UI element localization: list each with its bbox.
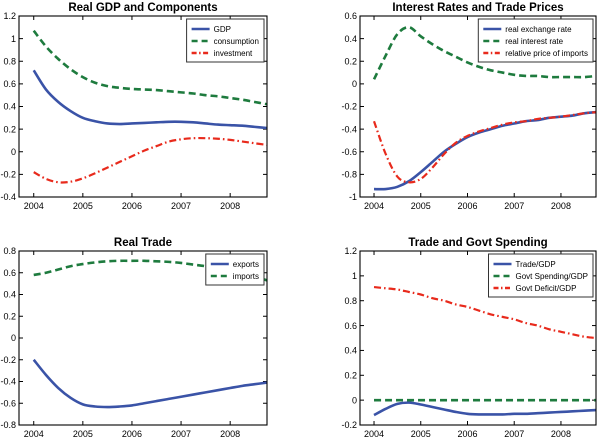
legend-label-real-exchange-rate: real exchange rate <box>505 25 572 34</box>
y-tick-label: 0.4 <box>3 290 16 300</box>
y-tick-label: 0.4 <box>344 346 357 356</box>
chart-real-trade: Real Trade 2004 2005 2006 2007 2008 -0.8 -0.6 -0… <box>0 237 268 439</box>
series-line-relative-price-of-imports <box>372 111 597 184</box>
legend: GDP consumption investment <box>186 18 265 63</box>
plot-box <box>18 250 268 426</box>
y-tick-label: 0.8 <box>344 296 357 306</box>
y-tick-label: 0.8 <box>3 56 16 66</box>
y-tick-label: -0.8 <box>341 170 357 180</box>
x-tick-label: 2005 <box>73 201 93 211</box>
x-tick-label: 2007 <box>504 201 524 211</box>
legend-label-investment: investment <box>214 49 253 58</box>
y-tick-label: 0.4 <box>344 34 357 44</box>
plot-box <box>18 15 268 198</box>
chart-interest-rates-and-trade-prices: Interest Rates and Trade Prices 2004 2005 2… <box>341 2 597 211</box>
legend-label-relative-price-of-imports: relative price of imports <box>505 49 588 58</box>
legend-label-consumption: consumption <box>214 37 259 46</box>
series-line-imports <box>33 259 268 282</box>
y-tick-label: 0.2 <box>3 124 16 134</box>
legend-box <box>205 253 265 286</box>
y-tick-label: 0.6 <box>3 79 16 89</box>
y-tick-label: -0.8 <box>0 420 16 430</box>
x-tick-label: 2007 <box>171 429 191 439</box>
y-tick-label: 0 <box>11 333 16 343</box>
chart-real-gdp-and-components: Real GDP and Components 2004 2005 2006 2007 2… <box>0 2 268 211</box>
series-line-consumption <box>32 29 268 106</box>
subplot-real-trade: Real Trade 2004 2005 2006 2007 2008 -0.8 -0.6 -0… <box>0 222 303 444</box>
y-tick-label: -0.2 <box>341 102 357 112</box>
y-tick-label: 0.2 <box>344 56 357 66</box>
x-tick-label: 2004 <box>364 429 384 439</box>
y-tick-label: 0.4 <box>3 102 16 112</box>
y-tick-label: 1.2 <box>3 11 16 21</box>
chart-title: Trade and Govt Spending <box>408 237 547 249</box>
series-line-govt-deficit-gdp <box>373 285 597 340</box>
y-tick-label: -0.6 <box>0 398 16 408</box>
legend-label-gdp: GDP <box>214 25 231 34</box>
y-tick-label: -0.6 <box>341 147 357 157</box>
legend: Trade/GDP Govt Spending/GDP Govt Deficit/G… <box>488 253 594 298</box>
legend-label-govt-spending-gdp: Govt Spending/GDP <box>516 272 588 281</box>
x-tick-label: 2005 <box>411 201 431 211</box>
x-tick-label: 2006 <box>122 429 142 439</box>
x-tick-label: 2004 <box>364 201 384 211</box>
legend-label-exports: exports <box>233 260 259 269</box>
y-tick-label: -0.2 <box>341 420 357 430</box>
y-tick-label: 0.8 <box>3 246 16 256</box>
legend-label-govt-deficit-gdp: Govt Deficit/GDP <box>516 284 577 293</box>
y-tick-label: 0 <box>352 79 357 89</box>
x-tick-label: 2008 <box>220 429 240 439</box>
y-tick-label: -0.4 <box>0 192 16 202</box>
series-line-trade-gdp <box>373 401 597 417</box>
chart-trade-and-govt-spending: Trade and Govt Spending 2004 2005 2006 2007 2… <box>341 237 597 439</box>
legend-label-trade-gdp: Trade/GDP <box>516 260 556 269</box>
y-tick-label: 0.6 <box>3 268 16 278</box>
x-tick-label: 2007 <box>171 201 191 211</box>
chart-title: Interest Rates and Trade Prices <box>392 2 563 14</box>
chart-title: Real Trade <box>114 237 172 249</box>
x-tick-label: 2006 <box>457 201 477 211</box>
subplot-trade-and-govt-spending: Trade and Govt Spending 2004 2005 2006 2007 2… <box>303 222 606 444</box>
y-tick-label: -0.4 <box>341 124 357 134</box>
series-line-real-interest-rate <box>372 26 597 80</box>
legend-box <box>186 18 265 63</box>
x-tick-label: 2004 <box>24 429 44 439</box>
x-tick-label: 2007 <box>504 429 524 439</box>
y-tick-label: 0.2 <box>344 370 357 380</box>
legend: exports imports <box>205 253 265 286</box>
y-tick-label: 1.2 <box>344 246 357 256</box>
series-line-real-exchange-rate <box>374 110 597 191</box>
y-tick-label: 1 <box>11 34 16 44</box>
plot-box <box>359 15 597 198</box>
x-tick-label: 2006 <box>122 201 142 211</box>
chart-title: Real GDP and Components <box>68 2 217 14</box>
y-tick-label: 0 <box>11 147 16 157</box>
legend-label-imports: imports <box>233 272 259 281</box>
series-line-gdp <box>32 69 268 130</box>
series-line-exports <box>32 358 268 409</box>
y-tick-label: -0.2 <box>0 355 16 365</box>
series-line-investment <box>33 136 268 184</box>
legend-label-real-interest-rate: real interest rate <box>505 37 563 46</box>
x-tick-label: 2004 <box>24 201 44 211</box>
y-tick-label: -0.2 <box>0 170 16 180</box>
legend: real exchange rate real interest rate rela… <box>477 18 594 63</box>
x-tick-label: 2008 <box>551 429 571 439</box>
x-tick-label: 2005 <box>411 429 431 439</box>
y-tick-label: 0.6 <box>344 321 357 331</box>
x-tick-label: 2005 <box>73 429 93 439</box>
x-tick-label: 2008 <box>220 201 240 211</box>
y-tick-label: 0.2 <box>3 311 16 321</box>
y-tick-label: 0.6 <box>344 11 357 21</box>
plot-box <box>359 250 597 426</box>
subplot-real-gdp-and-components: Real GDP and Components 2004 2005 2006 2007 2… <box>0 0 303 222</box>
y-tick-label: -1 <box>349 192 357 202</box>
subplot-interest-rates-and-trade-prices: Interest Rates and Trade Prices 2004 2005 2… <box>303 0 606 222</box>
x-tick-label: 2006 <box>457 429 477 439</box>
y-tick-label: 0 <box>352 395 357 405</box>
y-tick-label: 1 <box>352 271 357 281</box>
x-tick-label: 2008 <box>551 201 571 211</box>
y-tick-label: -0.4 <box>0 377 16 387</box>
